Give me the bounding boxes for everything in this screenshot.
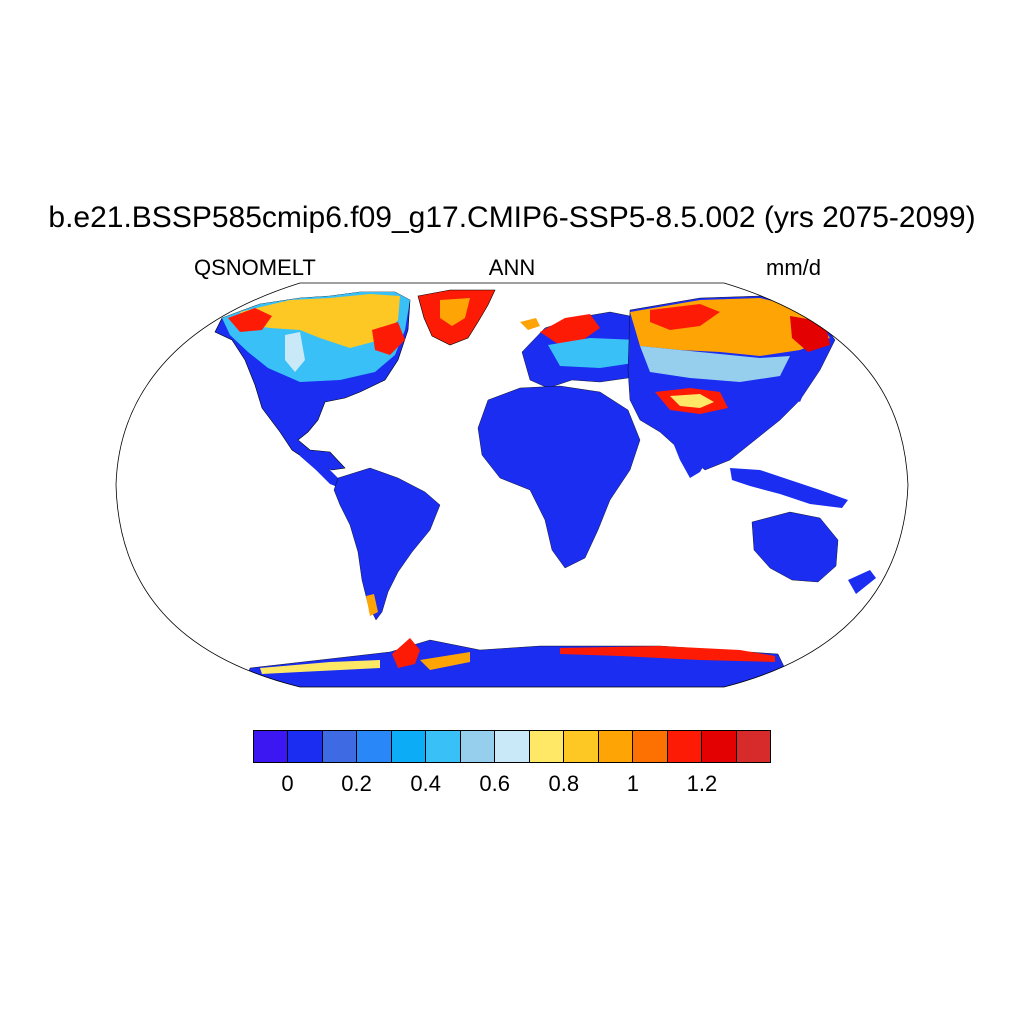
units-label: mm/d [766, 255, 821, 280]
antarctic-coast-east [560, 646, 775, 662]
colorbar-labels: 0 0.2 0.4 0.6 0.8 1 1.2 [253, 770, 771, 800]
colorbar-box-6 [460, 731, 496, 762]
hudson-red [372, 322, 405, 355]
colorbar [253, 730, 771, 763]
colorbar-box-11 [633, 731, 668, 762]
colorbar-box-2 [322, 731, 358, 762]
canada-snowmelt-high [240, 294, 400, 348]
colorbar-label: 0 [281, 771, 294, 796]
scandinavia-snowmelt [540, 314, 600, 344]
colorbar-label: 0.6 [479, 771, 511, 796]
plot-title: b.e21.BSSP585cmip6.f09_g17.CMIP6-SSP5-8.… [48, 201, 976, 234]
africa [477, 385, 641, 569]
colorbar-box-0 [254, 731, 289, 762]
colorbar-box-14 [736, 731, 771, 762]
europe-snowmelt-band [548, 338, 640, 368]
colorbar-box-13 [702, 731, 737, 762]
colorbar-box-10 [598, 731, 634, 762]
rockies-light [285, 332, 305, 372]
season-label: ANN [488, 255, 536, 280]
india [668, 428, 712, 478]
colorbar-box-5 [426, 731, 461, 762]
antarctic-peninsula [392, 638, 420, 668]
antarctic-coast-snowmelt [420, 652, 470, 670]
colorbar-label: 0.4 [410, 771, 441, 796]
colorbar-label: 1.2 [686, 771, 718, 796]
colorbar-box-9 [564, 731, 599, 762]
south-america [333, 467, 441, 621]
central-america [298, 440, 340, 488]
antarctic-coast-west [260, 660, 380, 674]
greenland-interior [440, 298, 470, 326]
siberia-snowmelt-red [650, 304, 720, 330]
colorbar-box-12 [667, 731, 703, 762]
variable-label: QSNOMELT [194, 255, 316, 280]
asia-mid-band [640, 346, 790, 382]
tibet-light [670, 394, 714, 408]
new-zealand [848, 570, 876, 594]
colorbar-box-1 [288, 731, 323, 762]
iceland [520, 318, 540, 330]
colorbar-box-8 [529, 731, 565, 762]
andes-snowmelt [366, 594, 378, 616]
australia [751, 511, 839, 583]
colorbar-label: 0.8 [548, 771, 580, 796]
colorbar-box-3 [357, 731, 392, 762]
colorbar-label: 1 [626, 771, 639, 796]
alaska-snowmelt-red [228, 308, 272, 332]
colorbar-box-4 [391, 731, 427, 762]
colorbar-label: 0.2 [341, 771, 372, 796]
japan [790, 380, 806, 402]
colorbar-box-7 [495, 731, 530, 762]
map-border [115, 282, 909, 688]
indonesia [730, 468, 848, 508]
